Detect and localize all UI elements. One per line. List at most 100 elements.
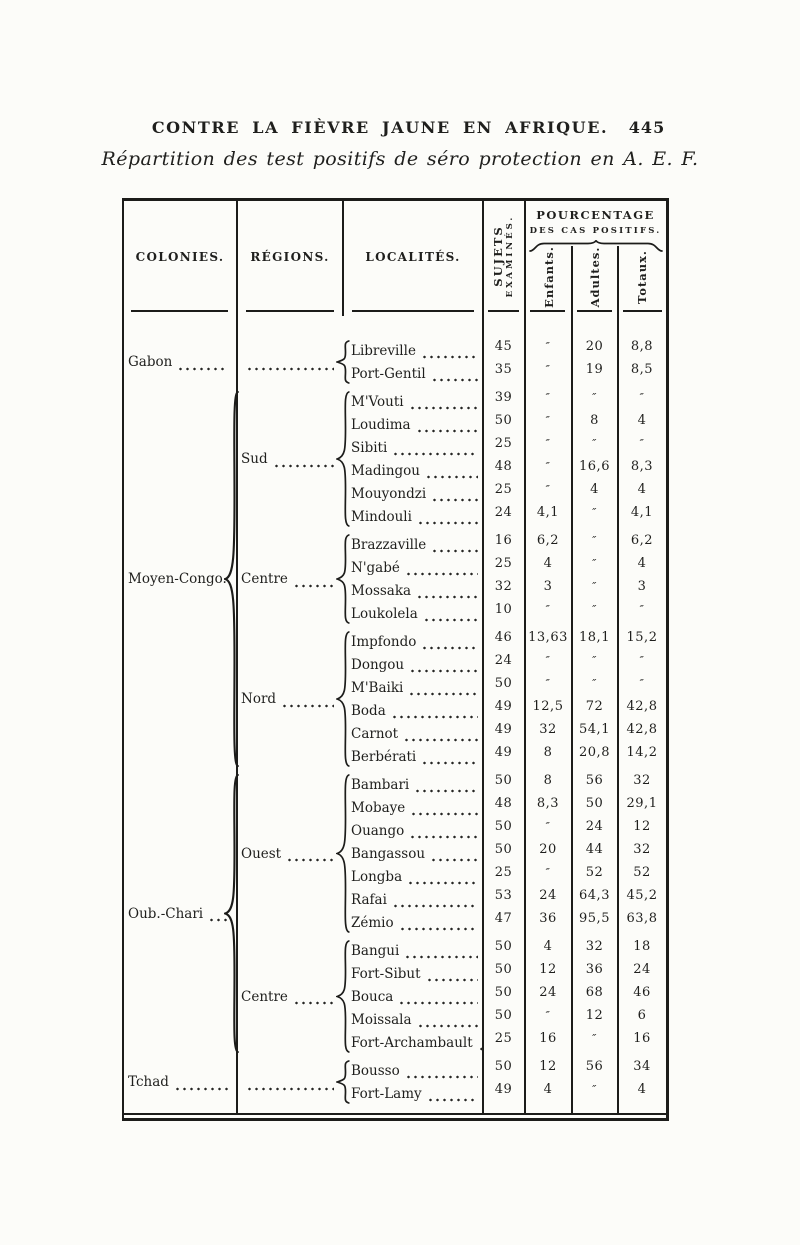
locality-name: Moissala: [351, 1011, 412, 1028]
locality-cell: Libreville: [351, 339, 481, 362]
table-row: Moissala 50 ″ 12 6: [122, 1008, 672, 1031]
table-row: Rafai 53 24 64,3 45,2: [122, 888, 672, 911]
dotted-leader: [426, 1098, 478, 1102]
table-row: Brazzaville 16 6,2 ″ 6,2: [122, 533, 672, 556]
locality-name: Berbérati: [351, 748, 417, 765]
totaux-cell: ″: [639, 436, 645, 450]
sujets-label: SUJETS: [491, 225, 505, 287]
header-rule: [623, 310, 662, 312]
locality-name: Bambari: [351, 776, 410, 793]
table-row: Carnot 49 32 54,1 42,8: [122, 722, 672, 745]
sujets-cell: 53: [494, 888, 513, 903]
table-row: N'gabé 25 4 ″ 4: [122, 556, 672, 579]
colony-label: Moyen-Congo.: [128, 568, 231, 591]
pourcentage-header-line2: DES CAS POSITIFS.: [529, 226, 662, 236]
colony-brace-icon: [224, 774, 239, 1053]
enfants-cell: ″: [545, 1008, 551, 1022]
adultes-cell: 18,1: [579, 630, 610, 645]
colony-label: Oub.-Chari: [128, 902, 231, 925]
pourcentage-brace-icon: [529, 240, 663, 252]
enfants-cell: 24: [539, 985, 557, 1000]
table-row: Berbérati 49 8 20,8 14,2: [122, 745, 672, 768]
adultes-cell: ″: [592, 579, 597, 593]
sujets-cell: 46: [494, 630, 513, 645]
totaux-cell: 42,8: [626, 722, 658, 737]
table-row: Madingou 48 ″ 16,6 8,3: [122, 459, 672, 482]
sujets-cell: 50: [494, 413, 513, 428]
column-header-adultes: Adultes.: [588, 246, 602, 308]
enfants-cell: 32: [539, 722, 557, 737]
region-label: Sud: [241, 448, 337, 471]
adultes-cell: 52: [585, 865, 604, 880]
column-header-totaux: Totaux.: [635, 250, 649, 304]
adultes-cell: 20: [585, 339, 604, 354]
sujets-cell: 25: [494, 436, 513, 451]
locality-cell: Boda: [351, 699, 481, 722]
totaux-cell: 8,8: [630, 339, 654, 354]
table-row: Bangui 50 4 32 18: [122, 939, 672, 962]
region-label: [241, 1071, 337, 1094]
totaux-cell: 45,2: [626, 888, 658, 903]
totaux-cell: 63,8: [626, 911, 658, 926]
enfants-cell: 3: [543, 579, 553, 594]
dotted-leader: [246, 366, 334, 371]
dotted-leader: [408, 692, 478, 696]
totaux-cell: 15,2: [626, 630, 658, 645]
locality-name: Mindouli: [351, 508, 412, 525]
sujets-cell: 16: [494, 533, 513, 548]
totaux-cell: 4: [637, 413, 647, 428]
table-row: Dongou 24 ″ ″ ″: [122, 653, 672, 676]
col-sep-regions-localites: [342, 198, 344, 316]
enfants-cell: ″: [545, 413, 551, 427]
region-label-text: Ouest: [241, 845, 282, 862]
totaux-cell: 4: [637, 556, 647, 571]
dotted-leader: [410, 812, 478, 816]
table-left-border: [122, 198, 124, 1120]
sujets-cell: 50: [494, 1008, 513, 1023]
dotted-leader: [391, 904, 478, 908]
region-label: Centre: [241, 568, 337, 591]
locality-cell: Bambari: [351, 773, 481, 796]
locality-name: Zémio: [351, 914, 394, 931]
region-label: Ouest: [241, 842, 337, 865]
adultes-cell: 8: [590, 413, 599, 428]
totaux-cell: ″: [639, 676, 645, 690]
locality-cell: Mossaka: [351, 579, 481, 602]
totaux-cell: 29,1: [626, 796, 658, 811]
table-row: Bambari 50 8 56 32: [122, 773, 672, 796]
dotted-leader: [392, 452, 478, 456]
adultes-cell: 54,1: [579, 722, 610, 737]
locality-name: Mobaye: [351, 799, 406, 816]
locality-cell: Mobaye: [351, 796, 481, 819]
region-brace-icon: [336, 774, 350, 933]
adultes-cell: ″: [592, 436, 597, 450]
header-rule: [246, 310, 334, 312]
adultes-cell: ″: [592, 533, 597, 547]
totaux-cell: 14,2: [626, 745, 658, 760]
enfants-cell: 4: [543, 939, 553, 954]
totaux-cell: 46: [633, 985, 651, 1000]
locality-name: Bousso: [351, 1062, 400, 1079]
table-right-border: [666, 198, 669, 1120]
table-row: Loudima 50 ″ 8 4: [122, 413, 672, 436]
enfants-cell: 12,5: [532, 699, 564, 714]
locality-cell: Berbérati: [351, 745, 481, 768]
totaux-cell: 3: [637, 579, 647, 594]
totaux-cell: 12: [633, 819, 651, 834]
sujets-cell: 50: [494, 962, 513, 977]
sujets-cell: 10: [494, 602, 513, 617]
locality-name: Loukolela: [351, 605, 418, 622]
locality-cell: Sibiti: [351, 436, 481, 459]
locality-cell: Zémio: [351, 911, 481, 934]
enfants-cell: ″: [545, 676, 551, 690]
page-title: CONTRE LA FIÈVRE JAUNE EN AFRIQUE.: [151, 118, 609, 137]
dotted-leader: [404, 1075, 478, 1079]
sujets-cell: 49: [494, 722, 513, 737]
adultes-cell: 72: [585, 699, 604, 714]
region-brace-icon: [336, 534, 350, 624]
locality-cell: Mindouli: [351, 505, 481, 528]
table-row: Mossaka 32 3 ″ 3: [122, 579, 672, 602]
enfants-cell: 8: [543, 745, 553, 760]
enfants-cell: 20: [539, 842, 557, 857]
sujets-cell: 49: [494, 699, 513, 714]
